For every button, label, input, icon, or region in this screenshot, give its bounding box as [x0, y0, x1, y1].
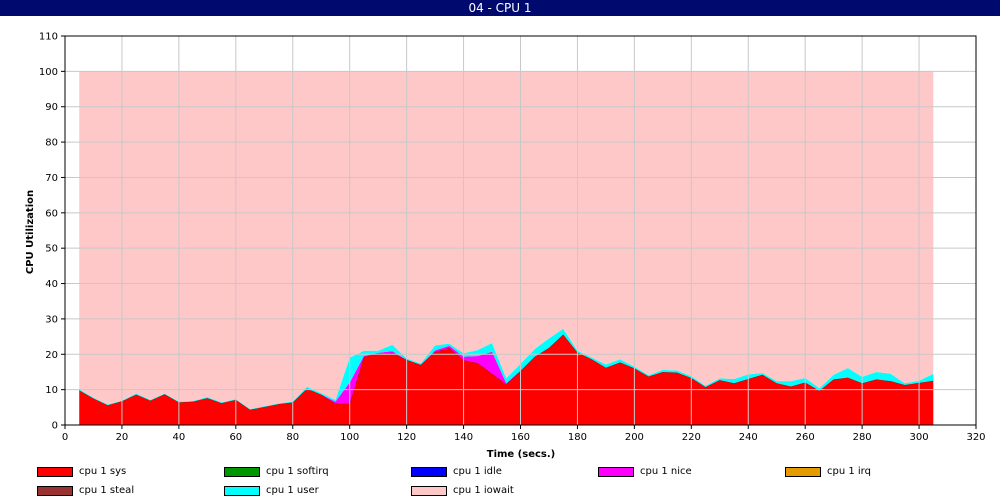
y-tick-label: 80: [45, 138, 58, 149]
legend-label: cpu 1 user: [266, 485, 319, 496]
legend-label: cpu 1 iowait: [453, 485, 514, 496]
legend-swatch: [37, 486, 73, 496]
legend-swatch: [224, 467, 260, 477]
legend-label: cpu 1 idle: [453, 466, 502, 477]
y-axis-label: CPU Utilization: [25, 190, 36, 274]
x-tick-label: 220: [682, 432, 701, 443]
x-tick-label: 260: [796, 432, 815, 443]
legend-swatch: [785, 467, 821, 477]
y-tick-label: 50: [45, 244, 58, 255]
x-tick-label: 280: [853, 432, 872, 443]
series-area-cpu-1-sys: [79, 334, 934, 425]
window-title: 04 - CPU 1: [0, 0, 1000, 16]
y-tick-label: 70: [45, 173, 58, 184]
x-tick-label: 140: [454, 432, 473, 443]
legend-swatch: [224, 486, 260, 496]
legend-label: cpu 1 nice: [640, 466, 692, 477]
legend-swatch: [37, 467, 73, 477]
cpu-chart: 0 20 40 60 80 100 120 140 160 180 200 220 240 260 280 3…: [25, 32, 986, 461]
legend-label: cpu 1 softirq: [266, 466, 329, 477]
legend-swatch: [411, 467, 447, 477]
x-tick-label: 20: [116, 432, 129, 443]
y-tick-label: 100: [39, 67, 58, 78]
x-tick-label: 200: [625, 432, 644, 443]
x-tick-label: 320: [966, 432, 985, 443]
tick-labels: 0 20 40 60 80 100 120 140 160 180 200 220 240 260 280 3…: [39, 32, 986, 444]
x-tick-label: 80: [286, 432, 299, 443]
y-tick-label: 20: [45, 350, 58, 361]
x-tick-label: 40: [173, 432, 186, 443]
y-tick-label: 30: [45, 314, 58, 325]
x-tick-label: 240: [739, 432, 758, 443]
y-tick-label: 110: [39, 32, 58, 43]
x-tick-label: 60: [229, 432, 242, 443]
y-tick-label: 60: [45, 208, 58, 219]
y-tick-label: 40: [45, 279, 58, 290]
x-tick-label: 120: [397, 432, 416, 443]
y-tick-label: 90: [45, 102, 58, 113]
x-axis-label: Time (secs.): [487, 449, 556, 460]
legend-swatch: [598, 467, 634, 477]
x-tick-label: 100: [340, 432, 359, 443]
y-tick-label: 0: [52, 421, 58, 432]
legend-swatch: [411, 486, 447, 496]
legend-label: cpu 1 sys: [79, 466, 127, 477]
chart-legend: cpu 1 sys cpu 1 softirq cpu 1 idle cpu 1 ni…: [0, 462, 1000, 504]
legend-label: cpu 1 steal: [79, 485, 135, 496]
x-tick-label: 160: [511, 432, 530, 443]
x-tick-label: 300: [910, 432, 929, 443]
x-tick-label: 180: [568, 432, 587, 443]
y-tick-label: 10: [45, 385, 58, 396]
legend-label: cpu 1 irq: [827, 466, 871, 477]
x-tick-label: 0: [62, 432, 68, 443]
